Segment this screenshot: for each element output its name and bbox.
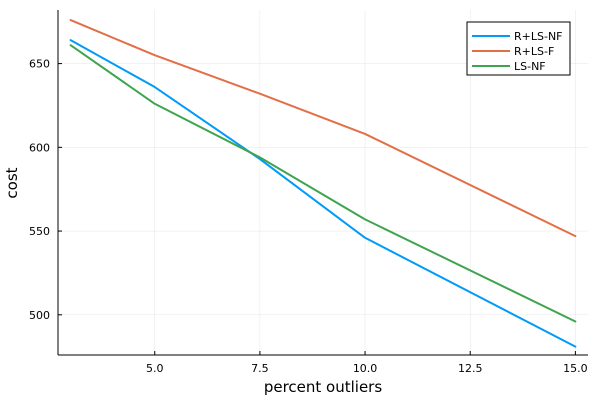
- x-tick-label: 10.0: [353, 362, 378, 375]
- series-line-r-ls-f: [69, 19, 577, 238]
- legend: R+LS-NF R+LS-F LS-NF: [466, 21, 571, 76]
- x-axis-label: percent outliers: [264, 378, 383, 396]
- y-tick-label: 500: [29, 309, 50, 322]
- x-tick-label: 5.0: [146, 362, 164, 375]
- legend-label: LS-NF: [514, 60, 546, 73]
- y-tick-label: 650: [29, 58, 50, 71]
- ticks: 5.0 7.5 10.0 12.5 15.0 500 550 600 650: [29, 58, 588, 375]
- series-line-ls-nf: [69, 44, 577, 323]
- y-axis-label: cost: [3, 167, 21, 198]
- y-tick-label: 550: [29, 225, 50, 238]
- legend-label: R+LS-F: [514, 45, 554, 58]
- x-tick-label: 7.5: [251, 362, 269, 375]
- x-tick-label: 15.0: [563, 362, 588, 375]
- x-tick-label: 12.5: [458, 362, 483, 375]
- series-line-r-ls-nf: [69, 39, 577, 348]
- y-tick-label: 600: [29, 141, 50, 154]
- axes: [57, 10, 588, 356]
- legend-label: R+LS-NF: [514, 30, 563, 43]
- series: [69, 19, 577, 348]
